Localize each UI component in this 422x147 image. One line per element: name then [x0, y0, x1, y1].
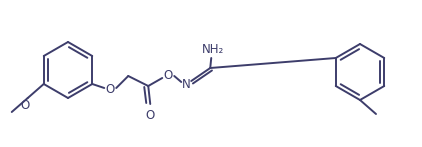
Text: O: O: [20, 99, 30, 112]
Text: NH₂: NH₂: [202, 43, 225, 56]
Text: O: O: [146, 109, 155, 122]
Text: N: N: [182, 77, 191, 91]
Text: O: O: [106, 82, 115, 96]
Text: O: O: [164, 69, 173, 81]
